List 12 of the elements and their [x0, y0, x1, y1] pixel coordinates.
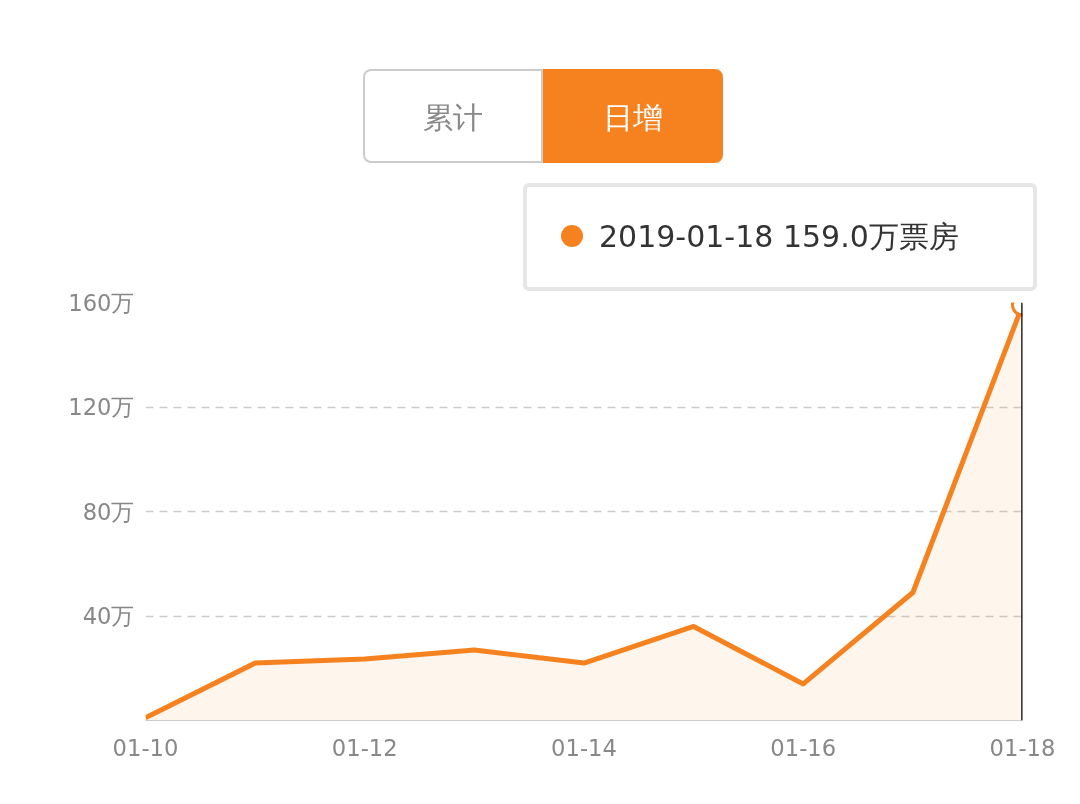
- y-tick-label: 120万: [68, 394, 135, 420]
- y-tick-label: 40万: [82, 603, 135, 629]
- x-tick-label: 01-16: [770, 734, 837, 761]
- annotation: 2019-01-18 159.0万票房: [523, 183, 1037, 291]
- y-tick-label: 80万: [82, 498, 135, 525]
- text: 日增: [543, 69, 723, 163]
- text: 累计: [363, 69, 543, 163]
- y-tick-label: 160万: [68, 289, 135, 316]
- x-tick-label: 01-10: [112, 734, 179, 761]
- x-tick-label: 01-12: [331, 734, 398, 761]
- x-tick-label: 01-18: [989, 734, 1056, 761]
- x-tick-label: 01-14: [551, 734, 617, 761]
